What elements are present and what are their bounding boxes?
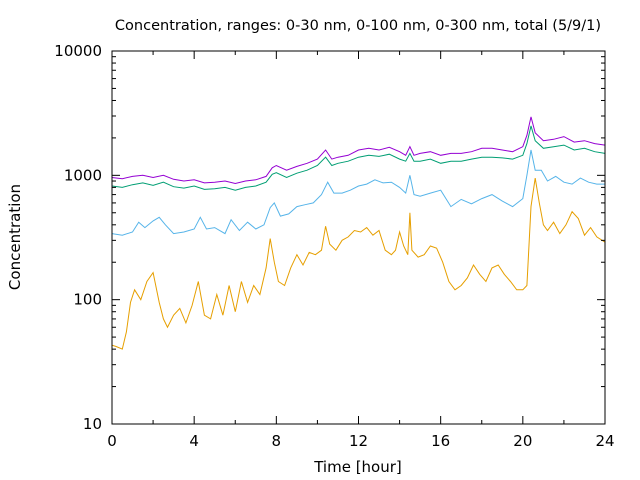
series-layer bbox=[111, 116, 606, 350]
y-tick-label: 10000 bbox=[54, 42, 102, 60]
y-tick-label: 1000 bbox=[64, 166, 102, 184]
series-line-1 bbox=[111, 149, 605, 236]
series-line-2 bbox=[111, 125, 606, 191]
x-tick-label: 0 bbox=[107, 432, 117, 450]
x-tick-label: 16 bbox=[431, 432, 450, 450]
y-tick-label: 10 bbox=[83, 415, 102, 433]
series-line-3 bbox=[111, 116, 606, 185]
x-axis-label: Time [hour] bbox=[313, 458, 402, 476]
ticks-layer: 0 4 8 12 16 20 24 10 100 1000 10000 bbox=[54, 42, 614, 450]
x-tick-label: 20 bbox=[513, 432, 532, 450]
y-axis-label: Concentration bbox=[6, 184, 24, 290]
x-tick-label: 24 bbox=[595, 432, 614, 450]
x-tick-label: 4 bbox=[189, 432, 199, 450]
y-tick-label: 100 bbox=[73, 291, 102, 309]
x-tick-label: 12 bbox=[349, 432, 368, 450]
chart-title: Concentration, ranges: 0-30 nm, 0-100 nm… bbox=[115, 18, 601, 34]
series-line-0 bbox=[111, 178, 606, 350]
plot-frame bbox=[111, 50, 606, 425]
x-tick-label: 8 bbox=[272, 432, 282, 450]
